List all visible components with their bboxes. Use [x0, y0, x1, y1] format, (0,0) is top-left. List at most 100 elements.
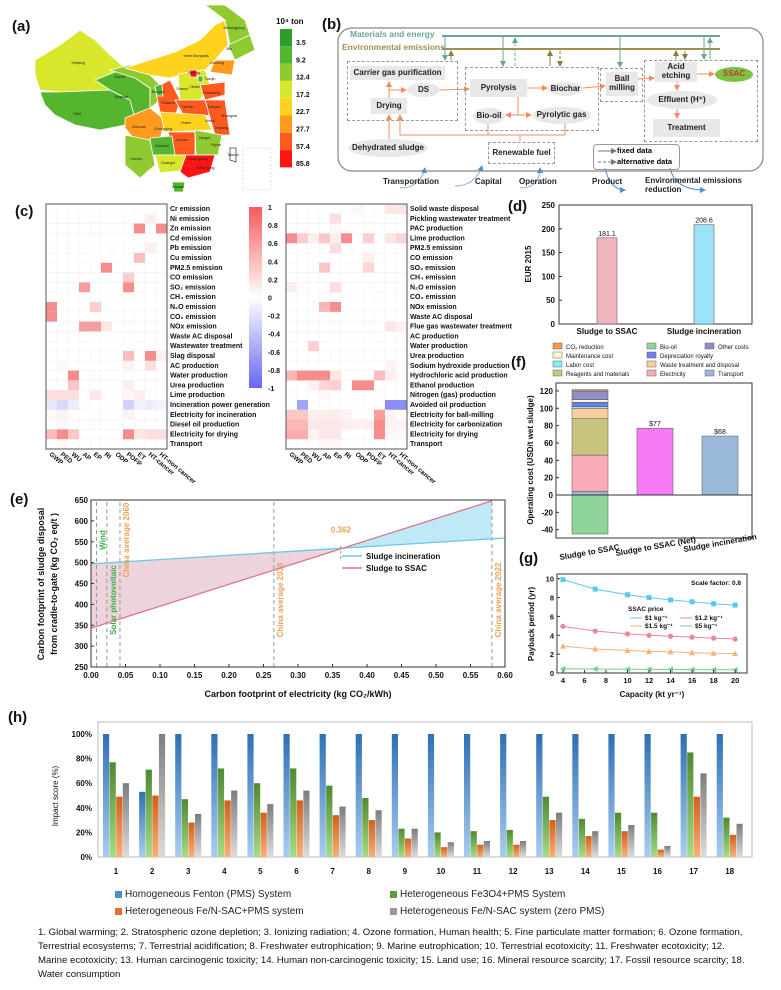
biochar-node: Biochar	[548, 82, 583, 96]
heatmap-empty-cell	[111, 331, 124, 342]
f-legend-label: Depreciation royalty	[660, 354, 713, 360]
heatmap-empty-cell	[362, 272, 375, 283]
heatmap-cell	[68, 370, 79, 381]
heatmap-cell	[57, 360, 68, 371]
h-bar	[375, 810, 382, 857]
heatmap-empty-cell	[155, 370, 168, 381]
heatmap-empty-cell	[395, 360, 408, 371]
h-bar	[411, 828, 418, 857]
treatment-node: Treatment	[653, 119, 720, 137]
h-ytick-label: 0%	[80, 853, 92, 862]
e-marker-label: China average 2030	[276, 562, 285, 637]
h-bar	[211, 734, 218, 857]
h-bar	[362, 797, 369, 857]
heatmap-empty-cell	[122, 223, 135, 234]
f-bar-incineration	[701, 435, 739, 496]
h-bar	[434, 832, 441, 857]
g-point	[689, 649, 696, 656]
d-bar-value-label: 181.1	[598, 231, 616, 238]
heatmap-empty-cell	[56, 203, 69, 215]
e-ylabel-line2: from cradle-to-gate (kg CO₂ eq/t )	[49, 513, 59, 655]
g-point	[711, 601, 717, 607]
env-emissions-label: Environmental emissions	[342, 42, 445, 52]
heatmap-empty-cell	[351, 429, 364, 440]
heatmap-empty-cell	[285, 291, 298, 303]
heatmap-cell	[286, 409, 297, 420]
h-category-label: 17	[689, 867, 698, 876]
f-legend-swatch	[552, 360, 563, 368]
heatmap-empty-cell	[78, 399, 91, 411]
f-ytick-label: -20	[541, 508, 553, 517]
map-legend-swatch	[280, 132, 292, 151]
heatmap-row-label: Solid waste disposal	[410, 206, 479, 213]
heatmap-cell	[123, 390, 134, 400]
g-point	[732, 602, 738, 608]
h-category-label: 5	[258, 867, 263, 876]
legend-label: Heterogeneous Fe/N-SAC system (zero PMS)	[400, 906, 605, 917]
heatmap-empty-cell	[307, 301, 320, 313]
heatmap-empty-cell	[45, 203, 58, 215]
e-marker-label: Wind	[99, 530, 108, 550]
legend-swatch	[390, 908, 397, 915]
h-bar	[592, 831, 599, 857]
g-xtick-label: 14	[666, 676, 675, 685]
heatmap-empty-cell	[122, 233, 135, 244]
heatmap-empty-cell	[111, 419, 124, 430]
h-bar	[188, 822, 195, 857]
g-point	[646, 648, 653, 654]
carrier-gas-node: Carrier gas purification	[350, 66, 445, 80]
d-ytick-label: 100	[542, 272, 556, 281]
heatmap-empty-cell	[100, 311, 113, 322]
heatmap-empty-cell	[67, 311, 80, 322]
heatmap-empty-cell	[56, 213, 69, 224]
heatmap-cell	[341, 233, 352, 244]
heatmap-empty-cell	[340, 331, 353, 342]
f-stack-segment	[571, 494, 609, 535]
g-point	[689, 666, 695, 673]
heatmap-cell	[134, 429, 145, 440]
h-category-label: 7	[330, 867, 335, 876]
heatmap-empty-cell	[285, 340, 298, 352]
heatmap-cell	[46, 409, 57, 420]
heatmap-empty-cell	[78, 350, 91, 362]
heatmap-empty-cell	[89, 380, 102, 391]
heatmap-empty-cell	[122, 301, 135, 313]
heatmap-cell	[79, 321, 90, 332]
e-marker-label: China average 2060	[122, 502, 131, 577]
heatmap-empty-cell	[144, 223, 157, 234]
colorbar-tick-label: -0.6	[268, 350, 280, 357]
heatmap-empty-cell	[78, 419, 91, 430]
heatmap-empty-cell	[296, 242, 309, 254]
heatmap-cell	[319, 439, 330, 449]
h-bar	[260, 812, 267, 857]
panel-label-b: (b)	[322, 16, 342, 33]
heatmap-empty-cell	[351, 291, 364, 303]
heatmap-empty-cell	[78, 360, 91, 371]
heatmap-empty-cell	[89, 331, 102, 342]
pyrolysis-group	[465, 67, 599, 131]
heatmap-empty-cell	[111, 272, 124, 283]
heatmap-empty-cell	[155, 213, 168, 224]
heatmap-empty-cell	[100, 252, 113, 264]
e-ytick-label: 550	[75, 538, 89, 547]
heatmap-empty-cell	[384, 262, 397, 273]
f-bar-net	[636, 427, 674, 496]
heatmap-empty-cell	[89, 419, 102, 430]
heatmap-empty-cell	[296, 331, 309, 342]
heatmap-empty-cell	[78, 370, 91, 381]
heatmap-empty-cell	[285, 223, 298, 234]
f-legend-swatch	[552, 351, 563, 359]
heatmap-empty-cell	[111, 409, 124, 420]
map-region-beijing	[189, 69, 198, 78]
e-xtick-label: 0.05	[118, 671, 134, 680]
h-bar	[519, 841, 527, 857]
heatmap-empty-cell	[100, 438, 113, 450]
heatmap-empty-cell	[155, 340, 168, 352]
stage-product: Product	[592, 177, 623, 186]
heatmap-empty-cell	[318, 242, 331, 254]
g-ytick-label: 4	[550, 631, 555, 640]
heatmap-cell	[145, 429, 156, 440]
heatmap-empty-cell	[45, 262, 58, 273]
heatmap-row-label: Cr emission	[170, 206, 210, 213]
h-bar	[158, 734, 166, 857]
